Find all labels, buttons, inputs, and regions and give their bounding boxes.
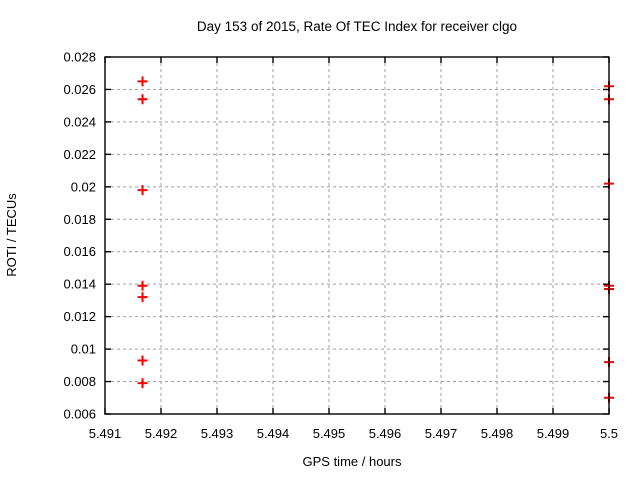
plot-frame: [104, 56, 610, 415]
y-tick-label: 0.022: [63, 147, 96, 162]
data-point-marker: [137, 378, 148, 389]
plot-border: [104, 56, 610, 415]
y-tick-label: 0.016: [63, 244, 96, 259]
gridlines: [105, 57, 609, 414]
y-tick-label: 0.024: [63, 114, 96, 129]
y-tick-label: 0.018: [63, 212, 96, 227]
y-tick-label: 0.012: [63, 309, 96, 324]
x-tick-label: 5.494: [257, 426, 290, 441]
data-point-marker: [137, 76, 148, 87]
y-tick-label: 0.008: [63, 374, 96, 389]
x-tick-label: 5.497: [425, 426, 458, 441]
tick-labels: 5.491 5.492 5.493 5.494 5.495 5.496 5.497 5.498…: [63, 50, 618, 442]
y-tick-label: 0.026: [63, 82, 96, 97]
x-tick-label: 5.498: [481, 426, 514, 441]
x-tick-label: 5.493: [201, 426, 234, 441]
x-tick-label: 5.492: [145, 426, 178, 441]
data-point-marker: [137, 355, 148, 366]
x-tick-label: 5.499: [537, 426, 570, 441]
data-point-marker: [137, 94, 148, 105]
x-axis-label: GPS time / hours: [303, 454, 402, 469]
x-tick-label: 5.495: [313, 426, 346, 441]
y-tick-label: 0.028: [63, 50, 96, 65]
x-tick-label: 5.5: [600, 426, 618, 441]
data-point-marker: [137, 292, 148, 303]
x-tick-label: 5.496: [369, 426, 402, 441]
y-tick-label: 0.01: [71, 342, 96, 357]
chart-title: Day 153 of 2015, Rate Of TEC Index for r…: [197, 19, 517, 34]
y-tick-label: 0.006: [63, 407, 96, 422]
y-axis-label: ROTI / TECUs: [4, 193, 19, 277]
x-tick-label: 5.491: [89, 426, 122, 441]
data-point-marker: [137, 280, 148, 291]
data-point-marker: [137, 185, 148, 196]
y-tick-label: 0.02: [71, 179, 96, 194]
y-tick-label: 0.014: [63, 277, 96, 292]
data-points: [137, 76, 614, 403]
